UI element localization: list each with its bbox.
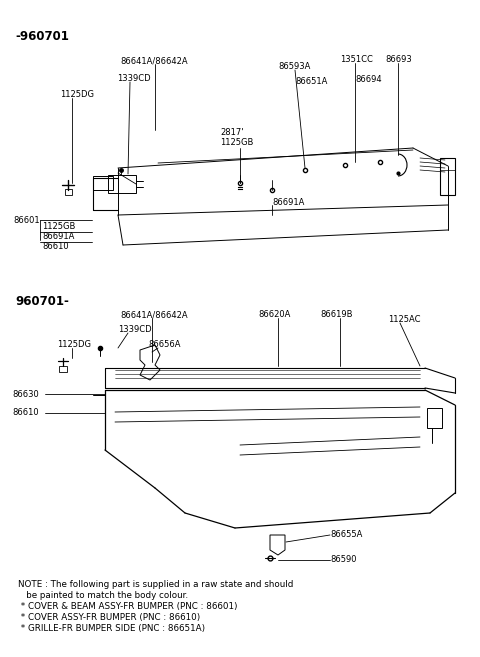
Text: 86641A/86642A: 86641A/86642A: [120, 310, 188, 319]
Text: * COVER ASSY-FR BUMPER (PNC : 86610): * COVER ASSY-FR BUMPER (PNC : 86610): [18, 613, 200, 622]
Text: NOTE : The following part is supplied in a raw state and should: NOTE : The following part is supplied in…: [18, 580, 293, 589]
Text: 2817': 2817': [220, 128, 243, 137]
Text: 1339CD: 1339CD: [118, 325, 152, 334]
Text: 1125GB: 1125GB: [220, 138, 253, 147]
Text: * GRILLE-FR BUMPER SIDE (PNC : 86651A): * GRILLE-FR BUMPER SIDE (PNC : 86651A): [18, 624, 205, 633]
Text: 86655A: 86655A: [330, 530, 362, 539]
Text: 960701-: 960701-: [15, 295, 69, 308]
Text: 1125DG: 1125DG: [60, 90, 94, 99]
Text: 86601: 86601: [13, 216, 40, 225]
Text: 86620A: 86620A: [258, 310, 290, 319]
Text: 86610: 86610: [12, 408, 38, 417]
Text: 86694: 86694: [355, 75, 382, 84]
Text: 86691A: 86691A: [272, 198, 304, 207]
Text: be painted to match the body colour.: be painted to match the body colour.: [18, 591, 188, 600]
Text: 86691A: 86691A: [42, 232, 74, 241]
Text: 86593A: 86593A: [278, 62, 311, 71]
Text: * COVER & BEAM ASSY-FR BUMPER (PNC : 86601): * COVER & BEAM ASSY-FR BUMPER (PNC : 866…: [18, 602, 238, 611]
Text: 86610: 86610: [42, 242, 69, 251]
Text: 86630: 86630: [12, 390, 39, 399]
Text: 86651A: 86651A: [295, 77, 327, 86]
Text: 86693: 86693: [385, 55, 412, 64]
Text: 1125DG: 1125DG: [57, 340, 91, 349]
Text: 1339CD: 1339CD: [117, 74, 151, 83]
Text: 1125AC: 1125AC: [388, 315, 420, 324]
Text: 86590: 86590: [330, 555, 357, 564]
Text: 1125GB: 1125GB: [42, 222, 75, 231]
Text: 86641A/86642A: 86641A/86642A: [120, 56, 188, 65]
Text: 86656A: 86656A: [148, 340, 180, 349]
Text: -960701: -960701: [15, 30, 69, 43]
Text: 1351CC: 1351CC: [340, 55, 373, 64]
Text: 86619B: 86619B: [320, 310, 352, 319]
